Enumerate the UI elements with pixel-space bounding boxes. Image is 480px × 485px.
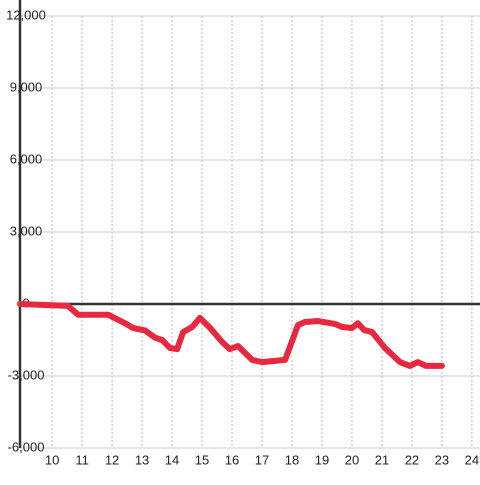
x-tick-label: 14	[165, 452, 179, 467]
x-tick-label: 12	[105, 452, 119, 467]
y-tick-label: 6,000	[10, 151, 43, 166]
y-tick-label: 3,000	[10, 223, 43, 238]
x-tick-label: 16	[225, 452, 239, 467]
y-tick-label: 9,000	[10, 79, 43, 94]
x-tick-label: 11	[75, 452, 89, 467]
y-tick-label: 12,000	[6, 7, 46, 22]
x-tick-label: 19	[315, 452, 329, 467]
x-tick-label: 21	[375, 452, 389, 467]
line	[17, 301, 445, 369]
x-tick-label: 15	[195, 452, 209, 467]
x-tick-label: 24	[465, 452, 479, 467]
x-tick-label: 23	[435, 452, 449, 467]
x-tick-label: 22	[405, 452, 419, 467]
x-tick-label: 17	[255, 452, 269, 467]
x-tick-label: 10	[45, 452, 59, 467]
y-tick-label: -3,000	[8, 367, 45, 382]
x-tick-label: 20	[345, 452, 359, 467]
x-tick-label: 18	[285, 452, 299, 467]
y-tick-label: -6,000	[8, 439, 45, 454]
x-tick-label: 13	[135, 452, 149, 467]
